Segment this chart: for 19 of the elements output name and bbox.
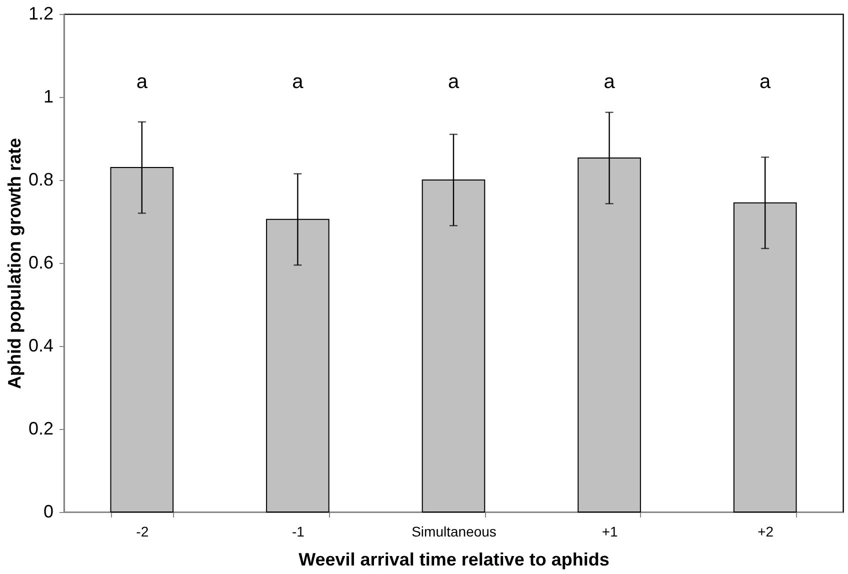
annotation: a [760,71,772,93]
x-tick-label: -2 [136,524,149,540]
annotation: a [136,71,148,93]
y-tick-label: 0.2 [28,418,54,438]
y-tick-label: 1 [43,86,54,106]
x-tick-label: +2 [758,524,774,540]
annotation: a [448,71,460,93]
x-tick-label: +1 [602,524,618,540]
y-tick-label: 1.2 [28,4,54,24]
y-tick-label: 0.8 [28,170,54,190]
x-axis-title: Weevil arrival time relative to aphids [298,550,610,570]
y-axis-title: Aphid population growth rate [4,138,24,389]
x-tick-label: Simultaneous [412,524,496,540]
y-tick-label: 0.4 [28,336,54,356]
annotation: a [292,71,304,93]
y-tick-label: 0 [43,502,54,522]
y-tick-label: 0.6 [28,252,54,272]
annotation: a [604,71,616,93]
x-tick-label: -1 [292,524,305,540]
